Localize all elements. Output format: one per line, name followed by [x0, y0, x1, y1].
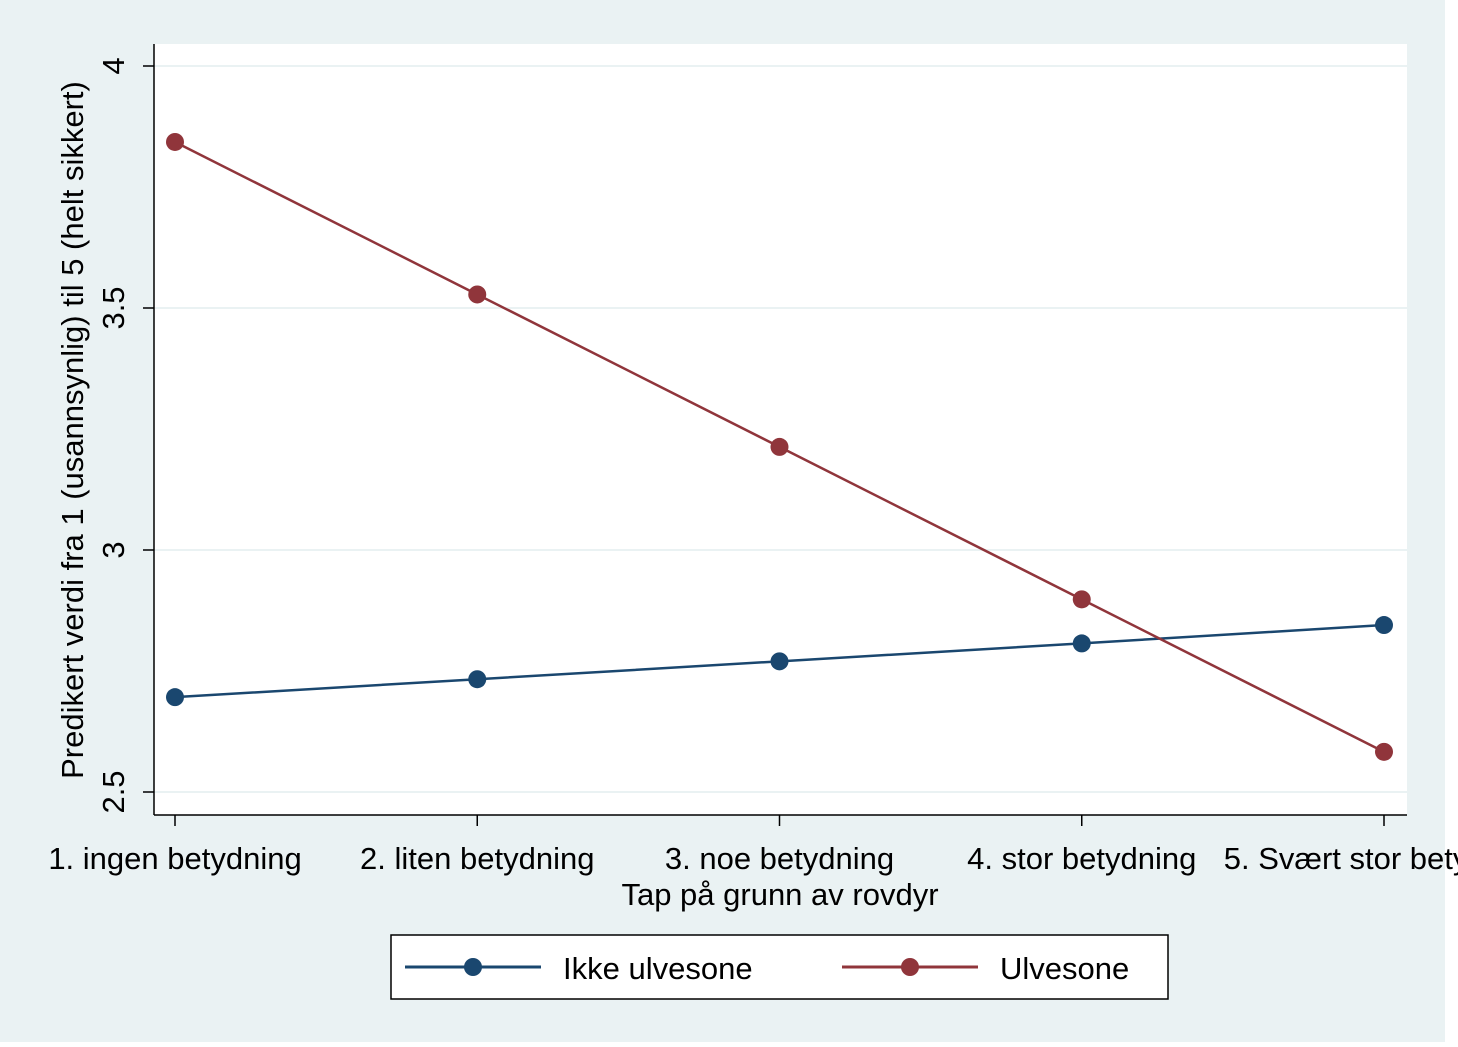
- x-tick-label: 3. noe betydning: [665, 841, 894, 876]
- data-point-ikke-ulvesone: [1375, 616, 1393, 635]
- data-point-ikke-ulvesone: [166, 688, 184, 707]
- data-point-ikke-ulvesone: [1072, 634, 1091, 653]
- data-point-ulvesone: [770, 437, 789, 456]
- plot-area: [154, 44, 1407, 815]
- x-axis-title: Tap på grunn av rovdyr: [621, 877, 938, 912]
- legend-marker-ikke-ulvesone: [464, 958, 482, 976]
- y-axis-title: Predikert verdi fra 1 (usannsynlig) til …: [55, 81, 90, 779]
- x-tick-label: 5. Svært stor betydning: [1224, 841, 1458, 876]
- legend-label-ulvesone: Ulvesone: [1000, 951, 1129, 986]
- y-tick-label: 4: [96, 57, 131, 74]
- data-point-ulvesone: [1072, 590, 1091, 609]
- legend-label-ikke-ulvesone: Ikke ulvesone: [563, 951, 753, 986]
- x-tick-label: 2. liten betydning: [360, 841, 594, 876]
- data-point-ulvesone: [1375, 742, 1393, 761]
- gridlines: [154, 65, 1407, 793]
- legend-marker-ulvesone: [901, 958, 919, 976]
- data-point-ikke-ulvesone: [468, 670, 487, 689]
- x-tick-label: 1. ingen betydning: [48, 841, 301, 876]
- y-tick-label: 3: [96, 541, 131, 558]
- data-point-ikke-ulvesone: [770, 652, 789, 671]
- y-axis-ticks: 2.5 3 3.5 4: [96, 57, 154, 814]
- data-point-ulvesone: [166, 132, 184, 151]
- series-lines: [166, 132, 1393, 761]
- data-point-ulvesone: [468, 285, 487, 304]
- legend: Ikke ulvesone Ulvesone: [390, 934, 1169, 1000]
- y-tick-label: 2.5: [96, 770, 131, 813]
- y-tick-label: 3.5: [96, 286, 131, 329]
- x-axis-ticks: 1. ingen betydning 2. liten betydning 3. n…: [48, 815, 1458, 876]
- x-tick-label: 4. stor betydning: [967, 841, 1196, 876]
